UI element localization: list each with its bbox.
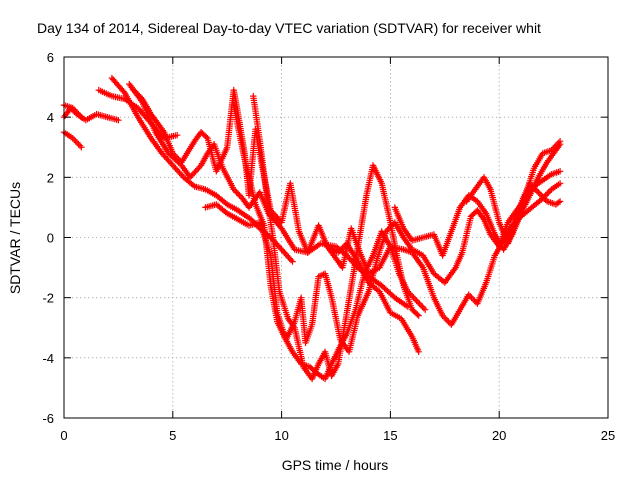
series-group	[60, 74, 564, 383]
series-arc-14	[506, 180, 564, 235]
y-tick-label: -4	[42, 351, 54, 366]
x-tick-label: 5	[169, 428, 176, 443]
y-tick-label: 2	[47, 170, 54, 185]
ticks: 0 5 10 15 20 25 -6 -4 -2 0 2 4 6	[42, 50, 615, 443]
y-tick-label: 4	[47, 110, 54, 125]
y-axis-label: SDTVAR / TECUs	[7, 182, 23, 294]
y-tick-label: -6	[42, 411, 54, 426]
series-markers	[506, 180, 564, 235]
x-tick-label: 15	[383, 428, 397, 443]
x-tick-label: 0	[60, 428, 67, 443]
y-tick-label: -2	[42, 291, 54, 306]
y-tick-label: 6	[47, 50, 54, 65]
series-arc-10	[230, 101, 429, 383]
x-tick-label: 10	[274, 428, 288, 443]
chart-title: Day 134 of 2014, Sidereal Day-to-day VTE…	[37, 20, 541, 36]
x-tick-label: 20	[492, 428, 506, 443]
y-tick-label: 0	[47, 231, 54, 246]
x-tick-label: 25	[601, 428, 615, 443]
series-markers	[230, 101, 429, 383]
x-axis-label: GPS time / hours	[282, 457, 389, 473]
